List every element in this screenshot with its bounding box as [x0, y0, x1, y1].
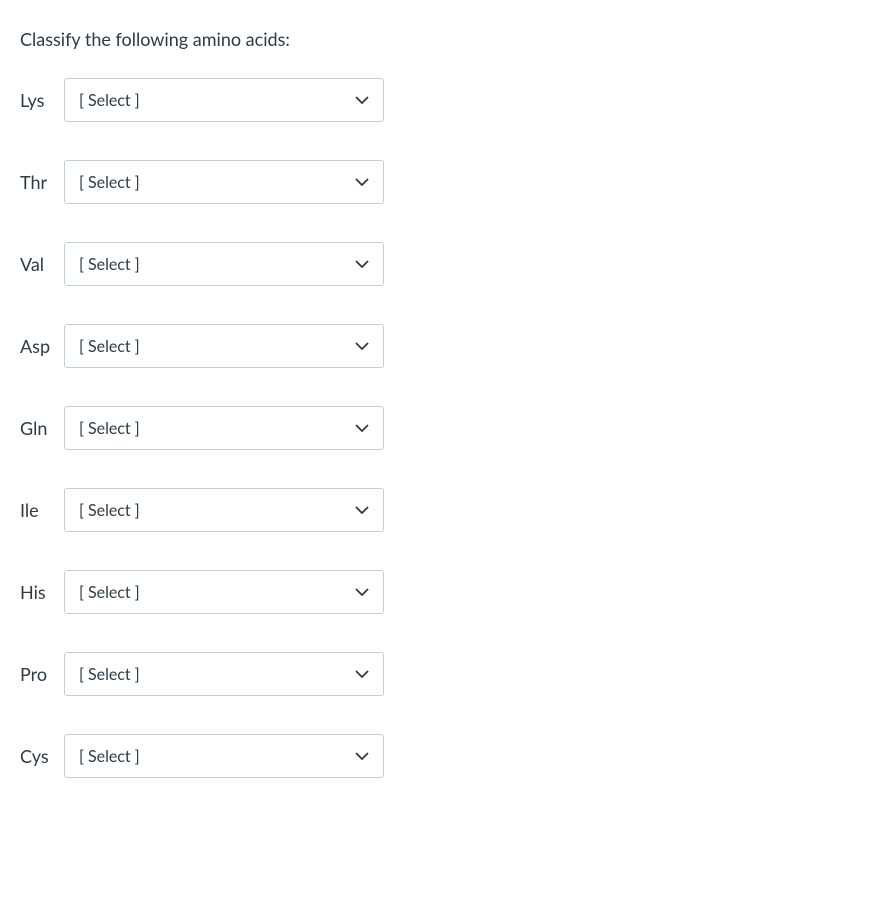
row-val: Val [ Select ]: [20, 242, 867, 286]
chevron-down-icon: [355, 749, 369, 763]
select-value: [ Select ]: [79, 419, 140, 438]
select-value: [ Select ]: [79, 583, 140, 602]
select-dropdown-asp[interactable]: [ Select ]: [64, 324, 384, 368]
chevron-down-icon: [355, 93, 369, 107]
row-cys: Cys [ Select ]: [20, 734, 867, 778]
chevron-down-icon: [355, 503, 369, 517]
select-dropdown-his[interactable]: [ Select ]: [64, 570, 384, 614]
chevron-down-icon: [355, 585, 369, 599]
select-value: [ Select ]: [79, 747, 140, 766]
question-prompt: Classify the following amino acids:: [20, 28, 867, 50]
select-value: [ Select ]: [79, 665, 140, 684]
select-value: [ Select ]: [79, 501, 140, 520]
select-value: [ Select ]: [79, 337, 140, 356]
select-dropdown-val[interactable]: [ Select ]: [64, 242, 384, 286]
select-value: [ Select ]: [79, 255, 140, 274]
row-thr: Thr [ Select ]: [20, 160, 867, 204]
select-value: [ Select ]: [79, 173, 140, 192]
row-lys: Lys [ Select ]: [20, 78, 867, 122]
chevron-down-icon: [355, 667, 369, 681]
row-pro: Pro [ Select ]: [20, 652, 867, 696]
row-ile: Ile [ Select ]: [20, 488, 867, 532]
row-label: Asp: [20, 335, 54, 357]
chevron-down-icon: [355, 175, 369, 189]
select-dropdown-ile[interactable]: [ Select ]: [64, 488, 384, 532]
select-dropdown-cys[interactable]: [ Select ]: [64, 734, 384, 778]
chevron-down-icon: [355, 339, 369, 353]
row-label: Cys: [20, 745, 54, 767]
row-label: Thr: [20, 171, 54, 193]
select-value: [ Select ]: [79, 91, 140, 110]
row-label: Val: [20, 253, 54, 275]
row-label: Ile: [20, 499, 54, 521]
question-rows: Lys [ Select ] Thr [ Select ] Val [ Sele…: [20, 78, 867, 778]
select-dropdown-thr[interactable]: [ Select ]: [64, 160, 384, 204]
row-label: Gln: [20, 417, 54, 439]
row-label: His: [20, 581, 54, 603]
row-label: Pro: [20, 663, 54, 685]
row-label: Lys: [20, 89, 54, 111]
row-asp: Asp [ Select ]: [20, 324, 867, 368]
select-dropdown-gln[interactable]: [ Select ]: [64, 406, 384, 450]
select-dropdown-pro[interactable]: [ Select ]: [64, 652, 384, 696]
chevron-down-icon: [355, 421, 369, 435]
row-gln: Gln [ Select ]: [20, 406, 867, 450]
chevron-down-icon: [355, 257, 369, 271]
row-his: His [ Select ]: [20, 570, 867, 614]
select-dropdown-lys[interactable]: [ Select ]: [64, 78, 384, 122]
